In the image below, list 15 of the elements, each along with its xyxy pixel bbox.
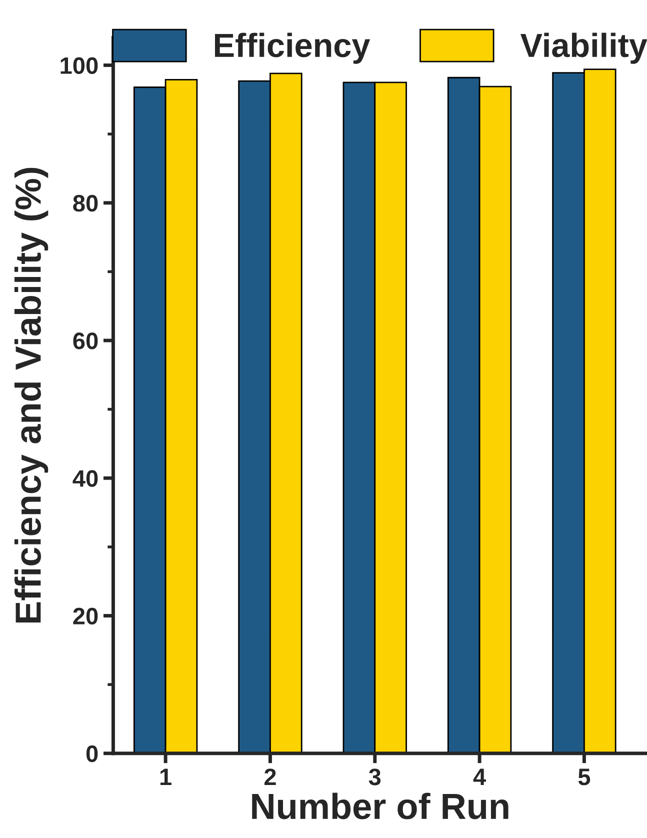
y-tick-label: 80 <box>73 194 98 212</box>
y-tick-label: 20 <box>73 608 98 625</box>
x-tick-label: 1 <box>160 768 172 786</box>
x-tick-label: 5 <box>578 768 590 786</box>
y-tick-label: 100 <box>60 57 98 74</box>
legend-label: Efficiency <box>215 32 370 64</box>
x-tick-label: 2 <box>264 768 276 786</box>
legend-label: Viability <box>520 32 647 64</box>
x-tick-label: 3 <box>368 768 381 786</box>
y-tick-label: 40 <box>72 470 98 487</box>
y-tick-label: 60 <box>73 332 98 350</box>
y-axis-title: Efficiency and Viability (%) <box>14 168 48 623</box>
x-tick-label: 4 <box>473 768 486 786</box>
y-tick-label: 0 <box>86 745 98 762</box>
x-axis-title: Number of Run <box>252 792 508 820</box>
